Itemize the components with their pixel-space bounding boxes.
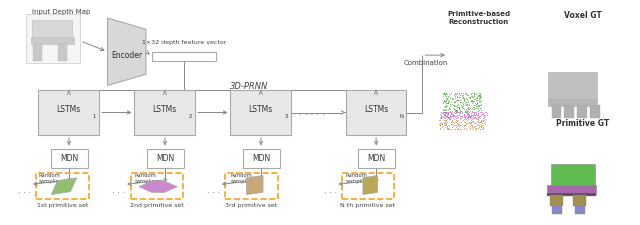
- Text: . . .: . . .: [113, 186, 125, 195]
- Bar: [548, 99, 597, 106]
- Bar: [551, 164, 595, 186]
- Bar: [32, 20, 72, 38]
- Bar: [243, 148, 280, 168]
- Bar: [346, 90, 406, 135]
- Bar: [147, 148, 184, 168]
- Bar: [33, 43, 42, 61]
- Bar: [358, 148, 395, 168]
- Text: 3D-PRNN: 3D-PRNN: [230, 82, 269, 91]
- Text: Random
sampling: Random sampling: [38, 173, 63, 184]
- Text: Combination: Combination: [403, 60, 448, 66]
- Text: MDN: MDN: [156, 153, 174, 162]
- Text: Voxel GT: Voxel GT: [564, 11, 601, 20]
- Text: 1: 1: [92, 115, 96, 119]
- Text: Random
sampling: Random sampling: [346, 173, 370, 184]
- Bar: [590, 105, 600, 118]
- Bar: [547, 185, 596, 194]
- Bar: [552, 206, 562, 214]
- Text: . . .: . . .: [324, 186, 337, 195]
- Text: Random
sampling: Random sampling: [134, 173, 159, 184]
- Text: 3rd primitive set: 3rd primitive set: [225, 203, 278, 208]
- Text: Input Depth Map: Input Depth Map: [32, 9, 90, 15]
- Text: 2: 2: [188, 115, 192, 119]
- Bar: [230, 90, 291, 135]
- Text: 3: 3: [284, 115, 288, 119]
- Text: LSTMs: LSTMs: [249, 105, 273, 114]
- Bar: [342, 173, 394, 199]
- Bar: [552, 105, 561, 118]
- Polygon shape: [139, 181, 177, 192]
- Text: LSTMs: LSTMs: [57, 105, 81, 114]
- Bar: [134, 90, 195, 135]
- Text: 1st primitive set: 1st primitive set: [37, 203, 88, 208]
- Bar: [152, 52, 216, 61]
- Bar: [26, 14, 80, 63]
- Text: 1×32 depth feature vector: 1×32 depth feature vector: [142, 40, 227, 45]
- Text: . . .: . . .: [19, 186, 31, 195]
- Bar: [51, 148, 88, 168]
- Polygon shape: [108, 18, 146, 86]
- Bar: [548, 72, 597, 99]
- Text: LSTMs: LSTMs: [364, 105, 388, 114]
- Text: MDN: MDN: [367, 153, 385, 162]
- Bar: [225, 173, 278, 199]
- Bar: [575, 206, 585, 214]
- Bar: [58, 43, 67, 61]
- Text: N: N: [400, 115, 404, 119]
- Text: Encoder: Encoder: [111, 51, 142, 60]
- Bar: [36, 173, 89, 199]
- Bar: [550, 195, 563, 206]
- Polygon shape: [246, 176, 263, 195]
- Text: MDN: MDN: [252, 153, 270, 162]
- Text: 2nd primitive set: 2nd primitive set: [130, 203, 184, 208]
- Bar: [31, 37, 74, 44]
- Bar: [577, 105, 587, 118]
- Text: . . .: . . .: [207, 186, 220, 195]
- Text: MDN: MDN: [60, 153, 78, 162]
- Bar: [547, 193, 596, 196]
- Polygon shape: [363, 176, 378, 195]
- Text: Primitive GT: Primitive GT: [556, 119, 609, 128]
- Text: Random
sampling: Random sampling: [230, 173, 255, 184]
- Bar: [38, 90, 99, 135]
- Bar: [131, 173, 183, 199]
- Text: N th primitive set: N th primitive set: [340, 203, 396, 208]
- Polygon shape: [51, 178, 77, 195]
- Text: . . . . .: . . . . .: [300, 108, 325, 117]
- Bar: [573, 195, 586, 206]
- Bar: [564, 105, 574, 118]
- Text: Primitive-based
Reconstruction: Primitive-based Reconstruction: [447, 11, 510, 25]
- Text: LSTMs: LSTMs: [153, 105, 177, 114]
